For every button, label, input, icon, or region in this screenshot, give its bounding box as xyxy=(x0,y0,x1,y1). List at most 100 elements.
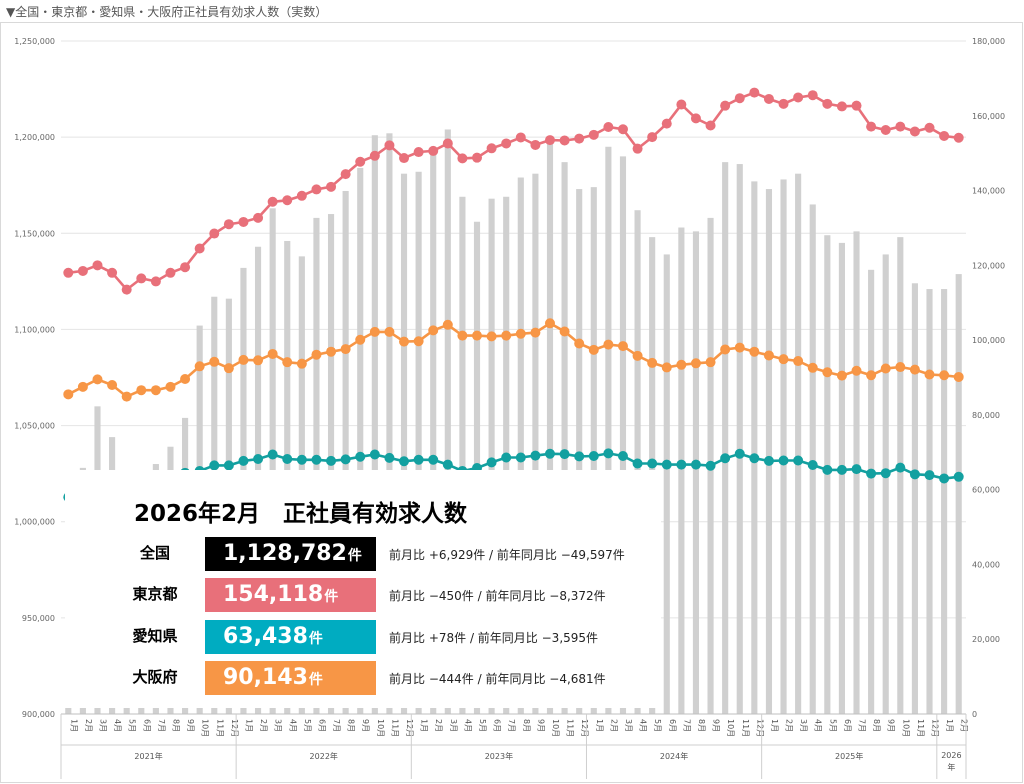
summary-value: 154,118 xyxy=(223,582,324,607)
x-tick-label: 8月 xyxy=(347,719,356,732)
bar-national xyxy=(911,283,918,714)
series-tokyo-point xyxy=(428,145,439,156)
series-aichi-point xyxy=(369,449,380,460)
x-tick-label: 1月 xyxy=(945,719,954,732)
series-aichi-point xyxy=(209,460,220,471)
bar-national xyxy=(605,146,612,714)
series-tokyo-point xyxy=(544,135,555,146)
y-right-tick-label: 180,000 xyxy=(972,37,1005,46)
series-tokyo-point xyxy=(311,184,322,195)
summary-unit: 件 xyxy=(347,548,362,564)
bar-national xyxy=(415,171,422,715)
year-label-suffix: 年 xyxy=(947,762,955,772)
bar-national xyxy=(386,133,393,715)
series-tokyo-point xyxy=(705,120,716,131)
year-label: 2026 xyxy=(941,751,961,760)
series-tokyo-point xyxy=(355,156,366,167)
series-osaka-point xyxy=(253,355,264,366)
summary-comparison: 前月比 +78件 / 前年同月比 −3,595件 xyxy=(389,631,599,645)
x-tick-label: 11月 xyxy=(566,719,575,737)
summary-value-box: 154,118件 xyxy=(205,578,376,612)
series-aichi-point xyxy=(749,453,760,464)
page-title: ▼全国・東京都・愛知県・大阪府正社員有効求人数（実数） xyxy=(6,5,328,19)
series-aichi-point xyxy=(632,458,643,469)
x-tick-label: 2月 xyxy=(84,719,93,732)
x-tick-label: 5月 xyxy=(478,719,487,732)
series-osaka-point xyxy=(194,361,205,372)
series-aichi-point xyxy=(282,454,293,465)
series-tokyo-point xyxy=(851,100,862,111)
bar-national xyxy=(619,156,627,714)
x-tick-label: 3月 xyxy=(799,719,808,732)
x-tick-label: 3月 xyxy=(449,719,458,732)
series-tokyo-point xyxy=(734,93,745,104)
y-left-tick-label: 1,200,000 xyxy=(14,133,55,142)
series-osaka-point xyxy=(77,381,88,392)
series-osaka-point xyxy=(530,327,541,338)
series-osaka-point xyxy=(617,341,628,352)
series-tokyo-point xyxy=(588,129,599,140)
series-tokyo-point xyxy=(603,121,614,132)
series-aichi-point xyxy=(763,455,774,466)
x-tick-label: 7月 xyxy=(332,719,341,732)
series-osaka-point xyxy=(384,326,395,337)
series-tokyo-point xyxy=(661,118,672,129)
bar-national xyxy=(897,237,904,715)
x-tick-label: 5月 xyxy=(653,719,662,732)
x-tick-label: 1月 xyxy=(770,719,779,732)
bar-national xyxy=(430,152,437,715)
x-tick-label: 6月 xyxy=(317,719,326,732)
series-osaka-point xyxy=(107,379,118,390)
bar-national xyxy=(532,173,539,715)
series-aichi-point xyxy=(501,452,512,463)
series-aichi-point xyxy=(676,459,687,470)
series-osaka-point xyxy=(880,363,891,374)
summary-unit: 件 xyxy=(324,589,339,605)
series-aichi-point xyxy=(442,459,453,470)
series-aichi-point xyxy=(953,471,964,482)
chart-frame: 900,000 950,000 1,000,000 1,050,000 1,100,00… xyxy=(0,22,1023,783)
x-tick-label: 1月 xyxy=(69,719,78,732)
series-tokyo-point xyxy=(486,143,497,154)
series-tokyo-point xyxy=(457,153,468,164)
summary-unit: 件 xyxy=(308,672,323,688)
series-tokyo-point xyxy=(63,267,74,278)
series-osaka-point xyxy=(267,348,278,359)
x-tick-label: 4月 xyxy=(288,719,297,732)
series-osaka-point xyxy=(63,389,74,400)
series-tokyo-point xyxy=(340,169,351,180)
series-tokyo-point xyxy=(442,138,453,149)
bar-national xyxy=(678,227,685,714)
series-tokyo-point xyxy=(369,150,380,161)
y-left-tick-label: 1,100,000 xyxy=(14,325,55,334)
x-tick-label: 8月 xyxy=(171,719,180,732)
series-osaka-point xyxy=(238,354,249,365)
x-tick-label: 5月 xyxy=(303,719,312,732)
series-aichi-point xyxy=(924,470,935,481)
series-tokyo-point xyxy=(749,87,760,98)
series-osaka-point xyxy=(165,381,176,392)
y-right-tick-label: 20,000 xyxy=(972,635,1000,644)
series-tokyo-point xyxy=(194,243,205,254)
bar-national xyxy=(590,187,597,714)
bar-national xyxy=(780,179,787,715)
series-aichi-point xyxy=(559,449,570,460)
series-osaka-point xyxy=(209,356,220,367)
series-aichi-point xyxy=(778,455,789,466)
bar-national xyxy=(955,274,962,714)
x-tick-label: 12月 xyxy=(405,719,414,737)
y-right-tick-label: 80,000 xyxy=(972,411,1000,420)
series-tokyo-point xyxy=(121,284,132,295)
series-osaka-point xyxy=(180,373,191,384)
x-tick-label: 3月 xyxy=(98,719,107,732)
series-aichi-point xyxy=(355,451,366,462)
bar-national xyxy=(795,173,802,715)
series-tokyo-point xyxy=(720,100,731,111)
series-aichi-point xyxy=(661,459,672,470)
series-osaka-point xyxy=(763,350,774,361)
series-osaka-point xyxy=(836,370,847,381)
series-aichi-point xyxy=(326,455,337,466)
series-tokyo-point xyxy=(223,219,234,230)
series-osaka-point xyxy=(428,325,439,336)
series-osaka-point xyxy=(223,363,234,374)
